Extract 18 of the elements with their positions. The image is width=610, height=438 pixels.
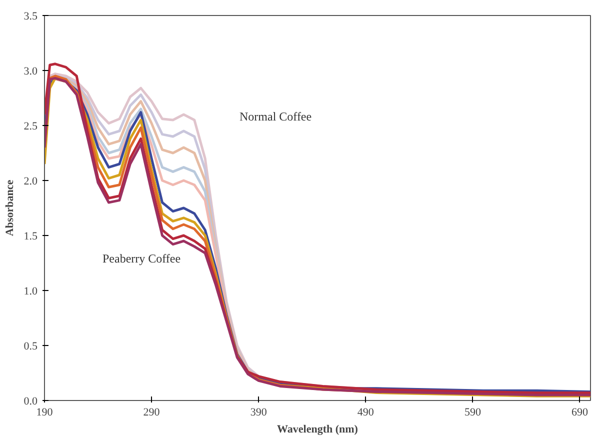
x-tick-label: 390: [250, 406, 268, 418]
y-tick-label: 1.0: [24, 286, 38, 298]
annotation: Normal Coffee: [240, 110, 312, 124]
annotation: Peaberry Coffee: [102, 252, 181, 266]
x-axis-title: Wavelength (nm): [277, 424, 358, 436]
y-tick-label: 2.0: [24, 176, 38, 188]
y-tick-label: 0.5: [24, 340, 38, 352]
x-tick-label: 490: [357, 406, 374, 418]
x-tick-label: 190: [36, 406, 54, 418]
x-tick-label: 690: [572, 406, 589, 418]
x-tick-label: 590: [464, 406, 482, 418]
y-tick-label: 0.0: [24, 396, 38, 408]
y-axis-title: Absorbance: [4, 180, 16, 236]
y-tick-label: 2.5: [24, 120, 38, 132]
y-tick-label: 1.5: [24, 230, 38, 242]
y-tick-label: 3.5: [24, 10, 38, 22]
y-tick-label: 3.0: [24, 66, 38, 78]
x-tick-label: 290: [143, 406, 160, 418]
